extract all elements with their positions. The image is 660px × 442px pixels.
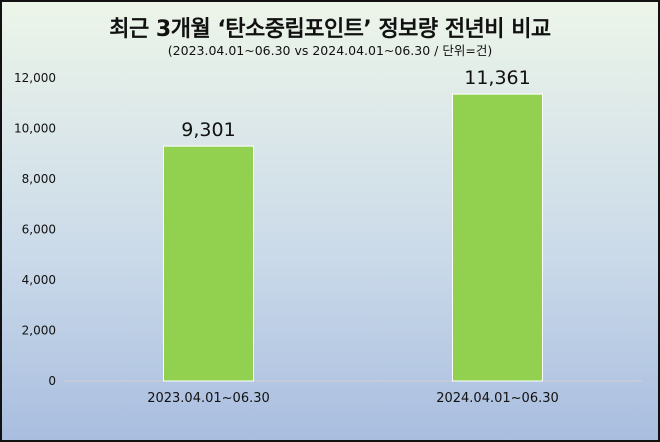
y-tick-label: 6,000	[22, 223, 56, 237]
y-tick-label: 12,000	[14, 71, 56, 85]
data-label: 11,361	[464, 67, 530, 89]
y-tick-label: 4,000	[22, 273, 56, 287]
data-label: 9,301	[181, 119, 235, 141]
chart-subtitle: (2023.04.01~06.30 vs 2024.04.01~06.30 / …	[167, 43, 493, 58]
y-tick-label: 0	[48, 374, 56, 388]
bar	[452, 93, 543, 382]
y-tick-label: 10,000	[14, 122, 56, 136]
y-tick-label: 2,000	[22, 324, 56, 338]
y-tick-label: 8,000	[22, 172, 56, 186]
chart-title: 최근 3개월 ‘탄소중립포인트’ 정보량 전년비 비교	[109, 17, 551, 42]
x-category-label: 2023.04.01~06.30	[147, 391, 270, 406]
x-category-label: 2024.04.01~06.30	[436, 391, 559, 406]
bar	[163, 145, 254, 382]
